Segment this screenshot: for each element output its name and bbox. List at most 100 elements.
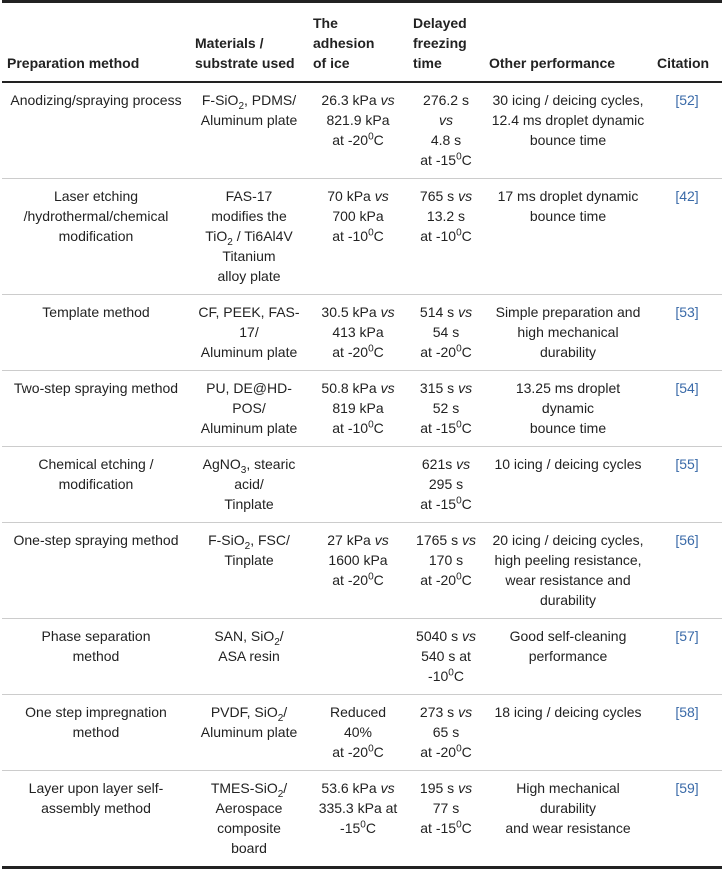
text-run: at -20: [332, 744, 369, 760]
cell-line: PU, DE@HD-: [206, 380, 292, 396]
cell-line: The: [313, 15, 338, 31]
cell-line: 514 s vs: [413, 302, 479, 322]
citation-link[interactable]: [56]: [675, 532, 699, 548]
table-cell: Good self-cleaning performance: [484, 618, 652, 695]
table-cell: F-SiO2, FSC/Tinplate: [190, 522, 308, 619]
text-run: C: [373, 132, 384, 148]
cell-line: 50.8 kPa vs: [313, 378, 403, 398]
citation-link[interactable]: [58]: [675, 704, 699, 720]
styled-run: vs: [374, 188, 389, 204]
text-run: TMES-SiO: [210, 780, 278, 796]
text-run: / Ti6Al4V: [232, 228, 293, 244]
cell-line: durability: [539, 344, 597, 360]
cell-line: 765 s vs: [413, 186, 479, 206]
table-cell: CF, PEEK, FAS- 17/Aluminum plate: [190, 294, 308, 371]
header-cell: The adhesion of ice: [308, 1, 408, 83]
cell-line: 12.4 ms droplet dynamic: [491, 112, 645, 128]
styled-run: vs: [380, 304, 395, 320]
text-run: 26.3 kPa: [321, 92, 381, 108]
cell-line: Delayed: [413, 15, 467, 31]
cell-line: Materials /: [195, 35, 264, 51]
styled-run: 0: [368, 227, 374, 239]
cell-line: Chemical etching /: [38, 456, 154, 472]
table-cell: 621s vs 295 s at -150C: [408, 446, 484, 523]
cell-line: at -200C: [413, 742, 479, 762]
cell-line: Phase separation: [41, 628, 151, 644]
table-cell: 276.2 s vs 4.8 s at -150C: [408, 82, 484, 179]
styled-run: vs: [380, 380, 395, 396]
cell-line: at -100C: [313, 418, 403, 438]
styled-run: 0: [456, 743, 462, 755]
text-run: PVDF, SiO: [210, 704, 278, 720]
cell-line: bounce time: [529, 420, 607, 436]
text-run: -10: [428, 668, 449, 684]
cell-line: modification: [58, 228, 134, 244]
styled-run: 0: [456, 419, 462, 431]
cell-line: 10 icing / deicing cycles: [494, 456, 642, 472]
text-run: C: [373, 344, 384, 360]
text-run: at -15: [420, 496, 457, 512]
cell-line: 540 s at: [421, 648, 471, 664]
text-run: at -10: [332, 420, 369, 436]
cell-line: 5040 s vs: [413, 626, 479, 646]
cell-line: at -200C: [413, 570, 479, 590]
cell-line: time: [413, 55, 442, 71]
cell-line: and wear resistance: [505, 820, 631, 836]
styled-run: 0: [456, 151, 462, 163]
styled-run: 0: [456, 343, 462, 355]
cell-line: TiO2 / Ti6Al4V: [195, 226, 303, 247]
table-cell: 27 kPa vs 1600 kPa at -200C: [308, 522, 408, 619]
table-cell: High mechanical durability and wear resist…: [484, 771, 652, 868]
text-run: , PDMS/: [244, 92, 297, 108]
cell-line: 170 s: [428, 552, 464, 568]
cell-line: 30 icing / deicing cycles,: [492, 92, 644, 108]
citation-link[interactable]: [55]: [675, 456, 699, 472]
text-run: 315 s: [419, 380, 459, 396]
styled-run: vs: [458, 188, 473, 204]
text-run: 53.6 kPa: [321, 780, 381, 796]
table-cell: [56]: [652, 522, 722, 619]
table-cell: [59]: [652, 771, 722, 868]
text-run: C: [453, 668, 464, 684]
text-run: 50.8 kPa: [321, 380, 381, 396]
cell-line: Aluminum plate: [200, 112, 298, 128]
cell-line: substrate used: [195, 55, 295, 71]
table-cell: Laser etching/hydrothermal/chemical modif…: [2, 178, 190, 295]
text-run: at -15: [420, 420, 457, 436]
table-cell: 315 s vs 52 s at -150C: [408, 370, 484, 447]
table-cell: [53]: [652, 294, 722, 371]
styled-run: vs: [380, 780, 395, 796]
cell-line: 273 s vs: [413, 702, 479, 722]
table-cell: [308, 446, 408, 523]
table-cell: Chemical etching / modification: [2, 446, 190, 523]
table-cell: 17 ms droplet dynamic bounce time: [484, 178, 652, 295]
styled-run: vs: [380, 92, 395, 108]
text-run: C: [461, 496, 472, 512]
citation-link[interactable]: [59]: [675, 780, 699, 796]
cell-line: method: [72, 724, 120, 740]
text-run: at -20: [332, 344, 369, 360]
cell-line: of ice: [313, 55, 350, 71]
citation-link[interactable]: [52]: [675, 92, 699, 108]
table-cell: 18 icing / deicing cycles: [484, 694, 652, 771]
text-run: C: [365, 820, 376, 836]
table-cell: 195 s vs 77 s at -150C: [408, 771, 484, 868]
cell-line: Laser etching: [53, 188, 139, 204]
citation-link[interactable]: [53]: [675, 304, 699, 320]
citation-link[interactable]: [57]: [675, 628, 699, 644]
table-row: One step impregnation method PVDF, SiO2/Al…: [2, 694, 722, 771]
cell-line: durability: [539, 800, 597, 816]
cell-line: composite: [217, 820, 281, 836]
text-run: C: [461, 572, 472, 588]
cell-line: 30.5 kPa vs: [313, 302, 403, 322]
citation-link[interactable]: [42]: [675, 188, 699, 204]
cell-line: Good self-cleaning: [509, 628, 627, 644]
table-cell: Template method: [2, 294, 190, 371]
cell-line: assembly method: [41, 800, 151, 816]
cell-line: at -150C: [413, 150, 479, 170]
styled-run: vs: [458, 704, 473, 720]
cell-line: F-SiO2, FSC/: [195, 530, 303, 551]
text-run: C: [373, 228, 384, 244]
citation-link[interactable]: [54]: [675, 380, 699, 396]
